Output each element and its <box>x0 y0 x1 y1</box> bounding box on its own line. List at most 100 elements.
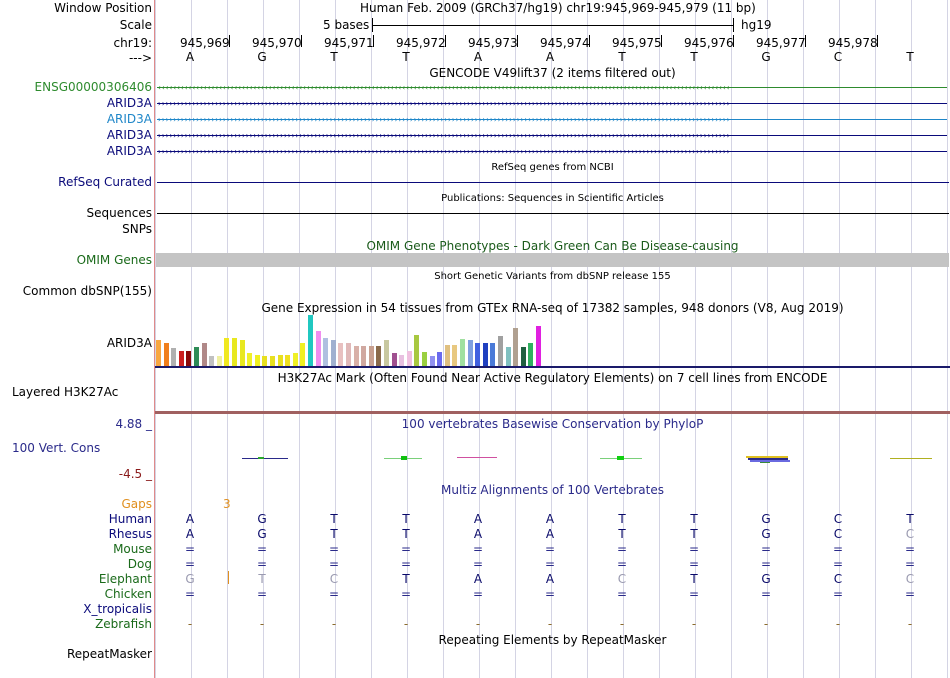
dbsnp-track-title[interactable]: Short Genetic Variants from dbSNP releas… <box>434 271 671 282</box>
gtex-tissue-bar[interactable] <box>247 353 253 366</box>
phylop-label[interactable]: 100 Vert. Cons <box>12 441 101 455</box>
gtex-tissue-bar[interactable] <box>300 343 306 366</box>
refseq-track-title[interactable]: RefSeq genes from NCBI <box>491 162 614 173</box>
gtex-tissue-bar[interactable] <box>353 346 359 366</box>
gtex-tissue-bar[interactable] <box>513 328 519 366</box>
gtex-tissue-bar[interactable] <box>270 356 275 366</box>
gtex-tissue-bar[interactable] <box>194 347 199 366</box>
alignment-base: T <box>690 572 698 586</box>
gtex-tissue-bar[interactable] <box>239 340 245 366</box>
gtex-tissue-bar[interactable] <box>209 356 215 366</box>
refseq-feature-line[interactable] <box>157 182 949 183</box>
gtex-tissue-bar[interactable] <box>262 356 268 366</box>
gtex-tissue-bar[interactable] <box>475 343 481 366</box>
gtex-tissue-bar[interactable] <box>346 343 351 366</box>
gtex-tissue-bar[interactable] <box>536 326 541 366</box>
reference-base: G <box>257 50 267 64</box>
gencode-gene-label[interactable]: ARID3A <box>106 128 152 142</box>
gtex-tissue-bar[interactable] <box>330 340 336 366</box>
phylop-track-title[interactable]: 100 vertebrates Basewise Conservation by… <box>401 417 704 431</box>
species-label-mouse[interactable]: Mouse <box>113 542 152 556</box>
gencode-transcript-feature[interactable]: ››››››››››››››››››››››››››››››››››››››››… <box>157 113 947 126</box>
gtex-tissue-bar[interactable] <box>323 338 329 366</box>
gtex-gene-label[interactable]: ARID3A <box>106 336 152 350</box>
gtex-tissue-bar[interactable] <box>201 343 207 366</box>
species-label-zebrafish[interactable]: Zebrafish <box>95 617 152 631</box>
gtex-track-title[interactable]: Gene Expression in 54 tissues from GTEx … <box>261 301 844 315</box>
gtex-tissue-bar[interactable] <box>437 352 443 366</box>
gtex-tissue-bar[interactable] <box>156 340 161 366</box>
gtex-tissue-bar[interactable] <box>171 348 177 366</box>
gtex-tissue-bar[interactable] <box>232 338 237 366</box>
alignment-base: A <box>545 512 555 526</box>
gencode-transcript-feature[interactable]: ‹‹‹‹‹‹‹‹‹‹‹‹‹‹‹‹‹‹‹‹‹‹‹‹‹‹‹‹‹‹‹‹‹‹‹‹‹‹‹‹… <box>157 81 947 94</box>
gtex-tissue-bar[interactable] <box>368 346 374 366</box>
gtex-tissue-bar[interactable] <box>452 345 458 366</box>
gtex-tissue-bar[interactable] <box>292 353 298 366</box>
gtex-tissue-bar[interactable] <box>163 343 169 366</box>
scale-bar-right-tick <box>733 18 734 32</box>
gtex-tissue-bar[interactable] <box>429 356 435 366</box>
gencode-gene-label[interactable]: ENSG00000306406 <box>34 80 152 94</box>
species-label-x_tropicalis[interactable]: X_tropicalis <box>83 602 152 616</box>
gtex-tissue-bar[interactable] <box>308 315 313 366</box>
snps-label[interactable]: SNPs <box>122 222 152 236</box>
gtex-tissue-bar[interactable] <box>406 351 412 366</box>
omim-track-title[interactable]: OMIM Gene Phenotypes - Dark Green Can Be… <box>366 239 739 253</box>
gtex-tissue-bar[interactable] <box>482 343 488 366</box>
gaps-label[interactable]: Gaps <box>121 497 152 511</box>
repeatmasker-label[interactable]: RepeatMasker <box>66 647 152 661</box>
gtex-tissue-bar[interactable] <box>254 355 260 366</box>
multiz-track-title[interactable]: Multiz Alignments of 100 Vertebrates <box>440 483 665 497</box>
gencode-gene-label[interactable]: ARID3A <box>106 144 152 158</box>
species-label-rhesus[interactable]: Rhesus <box>108 527 152 541</box>
alignment-base: C <box>329 572 339 586</box>
gtex-tissue-bar[interactable] <box>277 355 283 366</box>
gencode-transcript-feature[interactable]: ››››››››››››››››››››››››››››››››››››››››… <box>157 145 947 158</box>
gtex-tissue-bar[interactable] <box>338 343 344 366</box>
refseq-label[interactable]: RefSeq Curated <box>58 175 152 189</box>
omim-label[interactable]: OMIM Genes <box>76 253 152 267</box>
gtex-tissue-bar[interactable] <box>224 338 230 366</box>
gtex-tissue-bar[interactable] <box>520 347 526 366</box>
gtex-tissue-bar[interactable] <box>505 347 511 366</box>
gencode-track-title[interactable]: GENCODE V49lift37 (2 items filtered out) <box>429 66 676 80</box>
gtex-tissue-bar[interactable] <box>376 346 382 366</box>
gencode-gene-label[interactable]: ARID3A <box>106 112 152 126</box>
omim-feature-bar[interactable] <box>156 253 949 267</box>
gtex-tissue-bar[interactable] <box>490 343 496 366</box>
gencode-transcript-feature[interactable]: ››››››››››››››››››››››››››››››››››››››››… <box>157 97 947 110</box>
gtex-tissue-bar[interactable] <box>315 331 321 366</box>
gtex-tissue-bar[interactable] <box>391 353 397 366</box>
dbsnp-label[interactable]: Common dbSNP(155) <box>22 284 152 298</box>
species-label-human[interactable]: Human <box>108 512 152 526</box>
gencode-transcript-feature[interactable]: ››››››››››››››››››››››››››››››››››››››››… <box>157 129 947 142</box>
sequences-label[interactable]: Sequences <box>86 206 152 220</box>
species-label-chicken[interactable]: Chicken <box>104 587 152 601</box>
species-label-elephant[interactable]: Elephant <box>98 572 152 586</box>
publications-track-title[interactable]: Publications: Sequences in Scientific Ar… <box>441 193 664 204</box>
gtex-tissue-bar[interactable] <box>414 335 420 366</box>
gtex-tissue-bar[interactable] <box>444 345 450 366</box>
gencode-gene-label[interactable]: ARID3A <box>106 96 152 110</box>
coordinate-tick <box>301 35 302 47</box>
gtex-tissue-bar[interactable] <box>422 352 427 366</box>
gtex-tissue-bar[interactable] <box>399 355 405 366</box>
gtex-tissue-bar[interactable] <box>467 340 473 366</box>
gtex-tissue-bar[interactable] <box>178 351 184 366</box>
gtex-tissue-bar[interactable] <box>528 343 534 366</box>
repeatmasker-track-title[interactable]: Repeating Elements by RepeatMasker <box>438 633 667 647</box>
gtex-tissue-bar[interactable] <box>498 336 503 366</box>
gtex-tissue-bar[interactable] <box>186 351 192 366</box>
species-label-dog[interactable]: Dog <box>127 557 152 571</box>
gtex-tissue-bar[interactable] <box>460 339 465 366</box>
alignment-base: A <box>473 512 483 526</box>
gtex-bar-chart[interactable] <box>155 315 950 366</box>
h3k27ac-label[interactable]: Layered H3K27Ac <box>12 385 119 399</box>
gtex-tissue-bar[interactable] <box>384 340 389 366</box>
sequences-feature-line[interactable] <box>157 213 949 214</box>
gtex-tissue-bar[interactable] <box>216 356 222 366</box>
h3k27ac-track-title[interactable]: H3K27Ac Mark (Often Found Near Active Re… <box>277 371 828 385</box>
gtex-tissue-bar[interactable] <box>361 346 367 366</box>
gtex-tissue-bar[interactable] <box>285 355 291 366</box>
